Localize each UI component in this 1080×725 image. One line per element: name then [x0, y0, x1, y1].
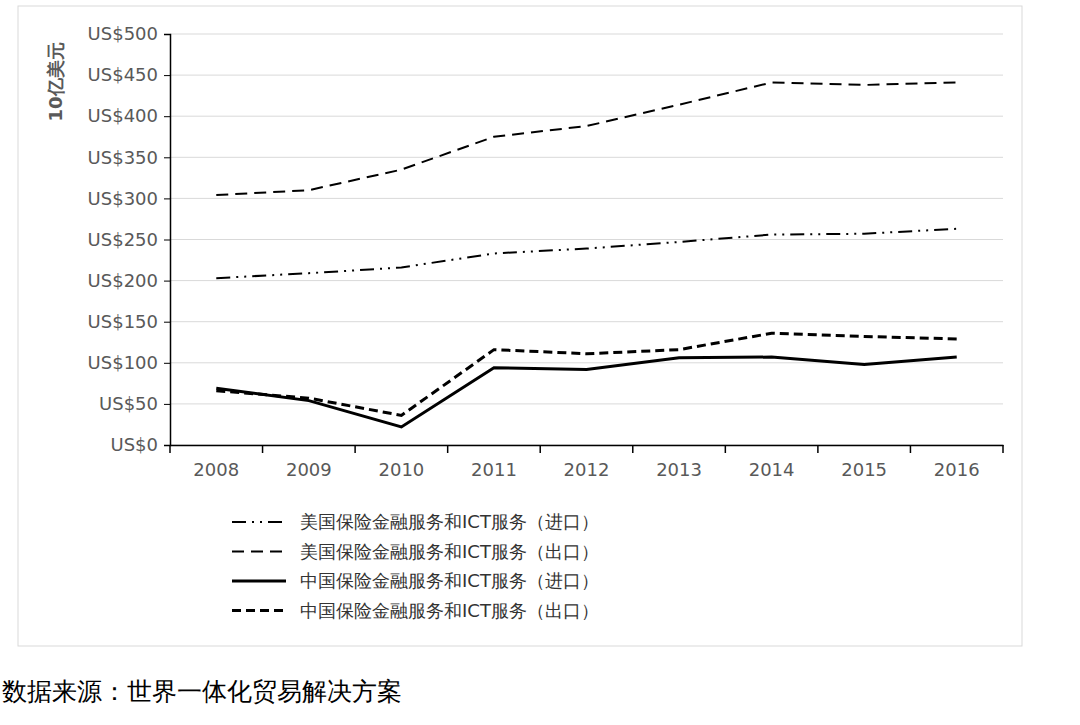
- series-line: [216, 82, 956, 195]
- legend-swatch: [232, 580, 286, 583]
- y-tick: US$150: [88, 311, 170, 332]
- y-tick-label: US$50: [99, 393, 158, 414]
- y-tick-label: US$500: [88, 23, 158, 44]
- chart: US$0 US$50 US$100 US$150 US$200 US$250 US$300 U…: [0, 0, 1080, 725]
- x-boundary-tick: [817, 445, 819, 453]
- legend-label: 中国保险金融服务和ICT服务（进口）: [300, 570, 599, 591]
- grid-line: [170, 239, 1003, 240]
- legend-label: 美国保险金融服务和ICT服务（进口）: [300, 511, 599, 532]
- x-axis: 2008 2009 2010 2011 2012 2013 2014 2015 2016: [171, 445, 1004, 480]
- chart-frame: [18, 6, 1022, 646]
- grid-line: [170, 157, 1003, 158]
- y-tick: US$50: [99, 393, 170, 414]
- y-tick-mark: [164, 157, 170, 158]
- legend-label: 中国保险金融服务和ICT服务（出口）: [300, 600, 599, 621]
- grid-line: [170, 280, 1003, 281]
- x-tick: 2010: [378, 445, 424, 480]
- source-note: 数据来源：世界一体化贸易解决方案: [2, 677, 402, 706]
- x-tick: 2014: [749, 445, 795, 480]
- grid-line: [170, 116, 1003, 117]
- x-boundary-tick: [910, 445, 912, 453]
- legend: 美国保险金融服务和ICT服务（进口） 美国保险金融服务和ICT服务（出口） 中国保险…: [232, 511, 599, 621]
- y-tick-label: US$250: [88, 229, 158, 250]
- x-tick-label: 2015: [841, 459, 887, 480]
- y-tick-mark: [164, 116, 170, 117]
- x-tick: 2016: [934, 445, 980, 480]
- grid-line: [170, 34, 1003, 35]
- y-tick-mark: [164, 404, 170, 405]
- grid: [170, 34, 1003, 445]
- x-axis-line: [171, 445, 1004, 447]
- x-tick-label: 2012: [564, 459, 610, 480]
- x-tick: 2008: [193, 445, 239, 480]
- x-tick-label: 2010: [378, 459, 424, 480]
- y-tick-mark: [164, 281, 170, 282]
- y-tick-mark: [164, 322, 170, 323]
- y-axis-title: 10亿美元: [45, 42, 66, 121]
- series-line: [216, 357, 956, 427]
- grid-line: [170, 75, 1003, 76]
- x-boundary-tick: [354, 445, 356, 453]
- lines: [216, 82, 956, 426]
- series-line: [216, 333, 956, 415]
- y-tick-mark: [164, 363, 170, 364]
- x-tick: 2013: [656, 445, 702, 480]
- legend-label: 美国保险金融服务和ICT服务（出口）: [300, 541, 599, 562]
- x-tick-label: 2009: [286, 459, 332, 480]
- x-tick-label: 2008: [193, 459, 239, 480]
- grid-line: [170, 321, 1003, 322]
- y-tick-label: US$150: [88, 311, 158, 332]
- y-tick: US$250: [88, 229, 170, 250]
- y-tick-label: US$200: [88, 270, 158, 291]
- y-axis: US$0 US$50 US$100 US$150 US$200 US$250 US$300 U…: [88, 23, 171, 455]
- y-tick-label: US$350: [88, 147, 158, 168]
- y-tick-label: US$450: [88, 64, 158, 85]
- y-tick-label: US$100: [88, 352, 158, 373]
- y-tick: US$100: [88, 352, 170, 373]
- grid-line: [170, 198, 1003, 199]
- x-boundary-tick: [632, 445, 634, 453]
- x-tick-label: 2014: [749, 459, 795, 480]
- y-tick-label: US$300: [88, 188, 158, 209]
- series-line: [216, 229, 956, 278]
- y-tick: US$200: [88, 270, 170, 291]
- x-tick-label: 2016: [934, 459, 980, 480]
- y-axis-line: [164, 35, 171, 446]
- x-tick: 2011: [471, 445, 517, 480]
- y-tick: US$0: [110, 434, 170, 455]
- x-boundary-tick: [725, 445, 727, 453]
- y-tick-mark: [164, 198, 170, 199]
- y-tick: US$350: [88, 147, 170, 168]
- y-tick: US$300: [88, 188, 170, 209]
- y-tick-label: US$400: [88, 105, 158, 126]
- x-tick: 2012: [564, 445, 610, 480]
- y-tick: US$500: [88, 23, 170, 44]
- y-tick-mark: [164, 34, 170, 35]
- x-tick: 2009: [286, 445, 332, 480]
- legend-swatch: [232, 609, 286, 612]
- grid-line: [170, 403, 1003, 404]
- x-boundary-tick: [539, 445, 541, 453]
- y-tick-mark: [164, 75, 170, 76]
- y-tick-mark: [164, 240, 170, 241]
- x-tick-label: 2013: [656, 459, 702, 480]
- y-tick: US$400: [88, 105, 170, 126]
- x-boundary-tick: [262, 445, 264, 453]
- legend-swatch: [232, 551, 286, 553]
- x-tick: 2015: [841, 445, 887, 480]
- x-boundary-tick: [447, 445, 449, 453]
- y-tick-label: US$0: [110, 434, 158, 455]
- legend-swatch: [232, 521, 286, 523]
- x-boundary-tick: [1002, 445, 1004, 453]
- y-tick-mark: [164, 445, 170, 446]
- y-tick: US$450: [88, 64, 170, 85]
- x-tick-label: 2011: [471, 459, 517, 480]
- grid-line: [170, 445, 1003, 446]
- x-boundary-tick: [169, 445, 171, 453]
